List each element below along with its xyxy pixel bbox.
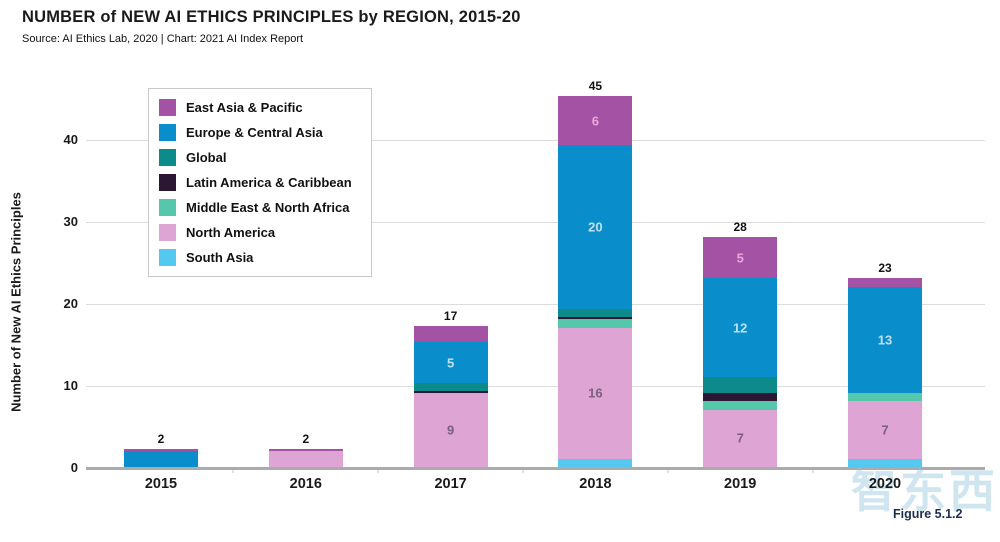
x-axis-minor-tick [377, 468, 380, 473]
bar-total-label-2019: 28 [733, 220, 747, 235]
bar-segment-2019-latin-america-caribbean [703, 393, 778, 402]
bar-segment-2018-europe-central-asia: 20 [558, 145, 633, 310]
bar-segment-2020-south-asia [848, 458, 922, 467]
watermark-text: 智东西 [851, 465, 998, 517]
legend-label: East Asia & Pacific [186, 100, 303, 115]
bar-segment-2017-latin-america-caribbean [413, 391, 488, 394]
bar-segment-2019-east-asia-pacific: 5 [703, 237, 778, 279]
x-tick-label-2015: 2015 [144, 476, 178, 492]
bar-total-label-2018: 45 [588, 79, 603, 93]
x-axis-minor-tick [522, 468, 524, 473]
legend-label: South Asia [186, 250, 254, 265]
x-axis-minor-tick [232, 468, 235, 473]
legend-label: North America [186, 225, 276, 240]
legend-item-north-america: North America [159, 220, 361, 245]
legend-swatch [159, 199, 176, 216]
x-tick-label-2018: 2018 [579, 476, 612, 492]
x-tick-label-2019: 2019 [724, 476, 757, 492]
legend-item-latin-america-caribbean: Latin America & Caribbean [159, 170, 361, 195]
segment-value-label: 6 [591, 113, 599, 129]
bar-total-label-2016: 2 [302, 431, 310, 446]
gridline-30 [86, 222, 985, 223]
bar-segment-2020-east-asia-pacific [848, 278, 922, 287]
gridline-40 [86, 140, 985, 141]
legend-item-global: Global [159, 145, 361, 170]
bar-segment-2020-north-america: 7 [848, 401, 922, 459]
bar-segment-2019-global [703, 376, 778, 394]
segment-value-label: 13 [877, 332, 893, 348]
segment-value-label: 16 [588, 385, 603, 401]
gridline-20 [86, 304, 985, 305]
legend-swatch [159, 99, 176, 116]
bar-segment-2015-east-asia-pacific [124, 448, 198, 451]
bar-total-label-2020: 23 [878, 261, 892, 276]
legend-item-east-asia-pacific: East Asia & Pacific [159, 95, 361, 120]
legend-swatch [159, 124, 176, 141]
bar-total-label-2015: 2 [157, 431, 165, 446]
segment-value-label: 5 [736, 250, 744, 266]
bar-segment-2017-global [413, 383, 488, 392]
segment-value-label: 20 [588, 219, 603, 235]
bar-segment-2018-east-asia-pacific: 6 [558, 96, 633, 146]
legend-label: Global [186, 150, 227, 165]
bar-segment-2020-europe-central-asia: 13 [848, 286, 922, 394]
bar-segment-2018-latin-america-caribbean [558, 317, 633, 320]
segment-value-label: 7 [736, 430, 744, 446]
bar-segment-2016-east-asia-pacific [268, 448, 343, 451]
x-axis-minor-tick [811, 468, 814, 473]
segment-value-label: 9 [446, 422, 455, 438]
segment-value-label: 7 [881, 422, 889, 438]
x-tick-label-2020: 2020 [868, 476, 902, 492]
legend: East Asia & Pacific Europe & Central Asia… [148, 88, 372, 277]
legend-swatch [159, 224, 176, 241]
figure-number-label: Figure 5.1.2 [893, 507, 963, 521]
legend-label: Latin America & Caribbean [186, 175, 352, 190]
gridline-10 [86, 386, 985, 387]
bar-segment-2018-middle-east-north-africa [558, 319, 633, 328]
y-tick-label-30: 30 [63, 214, 78, 229]
y-axis-title: Number of New AI Ethics Principles [8, 192, 24, 412]
y-tick-label-10: 10 [63, 378, 78, 393]
y-tick-label-40: 40 [63, 132, 78, 147]
legend-item-south-asia: South Asia [159, 245, 361, 270]
bar-segment-2018-south-asia [558, 458, 633, 467]
y-tick-label-20: 20 [63, 296, 78, 311]
bar-segment-2017-east-asia-pacific [413, 325, 488, 342]
legend-item-middle-east-north-africa: Middle East & North Africa [159, 195, 361, 220]
legend-label: Middle East & North Africa [186, 200, 350, 215]
x-axis-baseline [86, 467, 985, 470]
bar-segment-2017-north-america: 9 [413, 393, 488, 467]
chart-title: NUMBER of NEW AI ETHICS PRINCIPLES by RE… [22, 8, 521, 26]
bar-segment-2020-middle-east-north-africa [848, 393, 922, 402]
legend-item-europe-central-asia: Europe & Central Asia [159, 120, 361, 145]
bar-total-label-2017: 17 [443, 308, 458, 323]
legend-swatch [159, 149, 176, 166]
x-tick-label-2017: 2017 [434, 476, 467, 492]
legend-label: Europe & Central Asia [186, 125, 323, 140]
bar-segment-2018-north-america: 16 [558, 327, 633, 459]
bar-segment-2015-europe-central-asia [124, 450, 198, 467]
bar-segment-2016-north-america [268, 450, 343, 467]
y-tick-label-0: 0 [70, 460, 78, 475]
chart-source-line: Source: AI Ethics Lab, 2020 | Chart: 202… [22, 33, 304, 45]
x-axis-minor-tick [666, 468, 669, 473]
legend-swatch [159, 249, 176, 266]
segment-value-label: 5 [446, 355, 455, 370]
bar-segment-2019-middle-east-north-africa [703, 401, 778, 410]
bar-segment-2019-north-america: 7 [703, 409, 778, 467]
bar-segment-2018-global [558, 309, 633, 318]
bar-segment-2019-europe-central-asia: 12 [703, 278, 778, 377]
x-tick-label-2016: 2016 [289, 476, 322, 492]
legend-swatch [159, 174, 176, 191]
segment-value-label: 12 [732, 320, 748, 336]
bar-segment-2017-europe-central-asia: 5 [413, 342, 488, 383]
